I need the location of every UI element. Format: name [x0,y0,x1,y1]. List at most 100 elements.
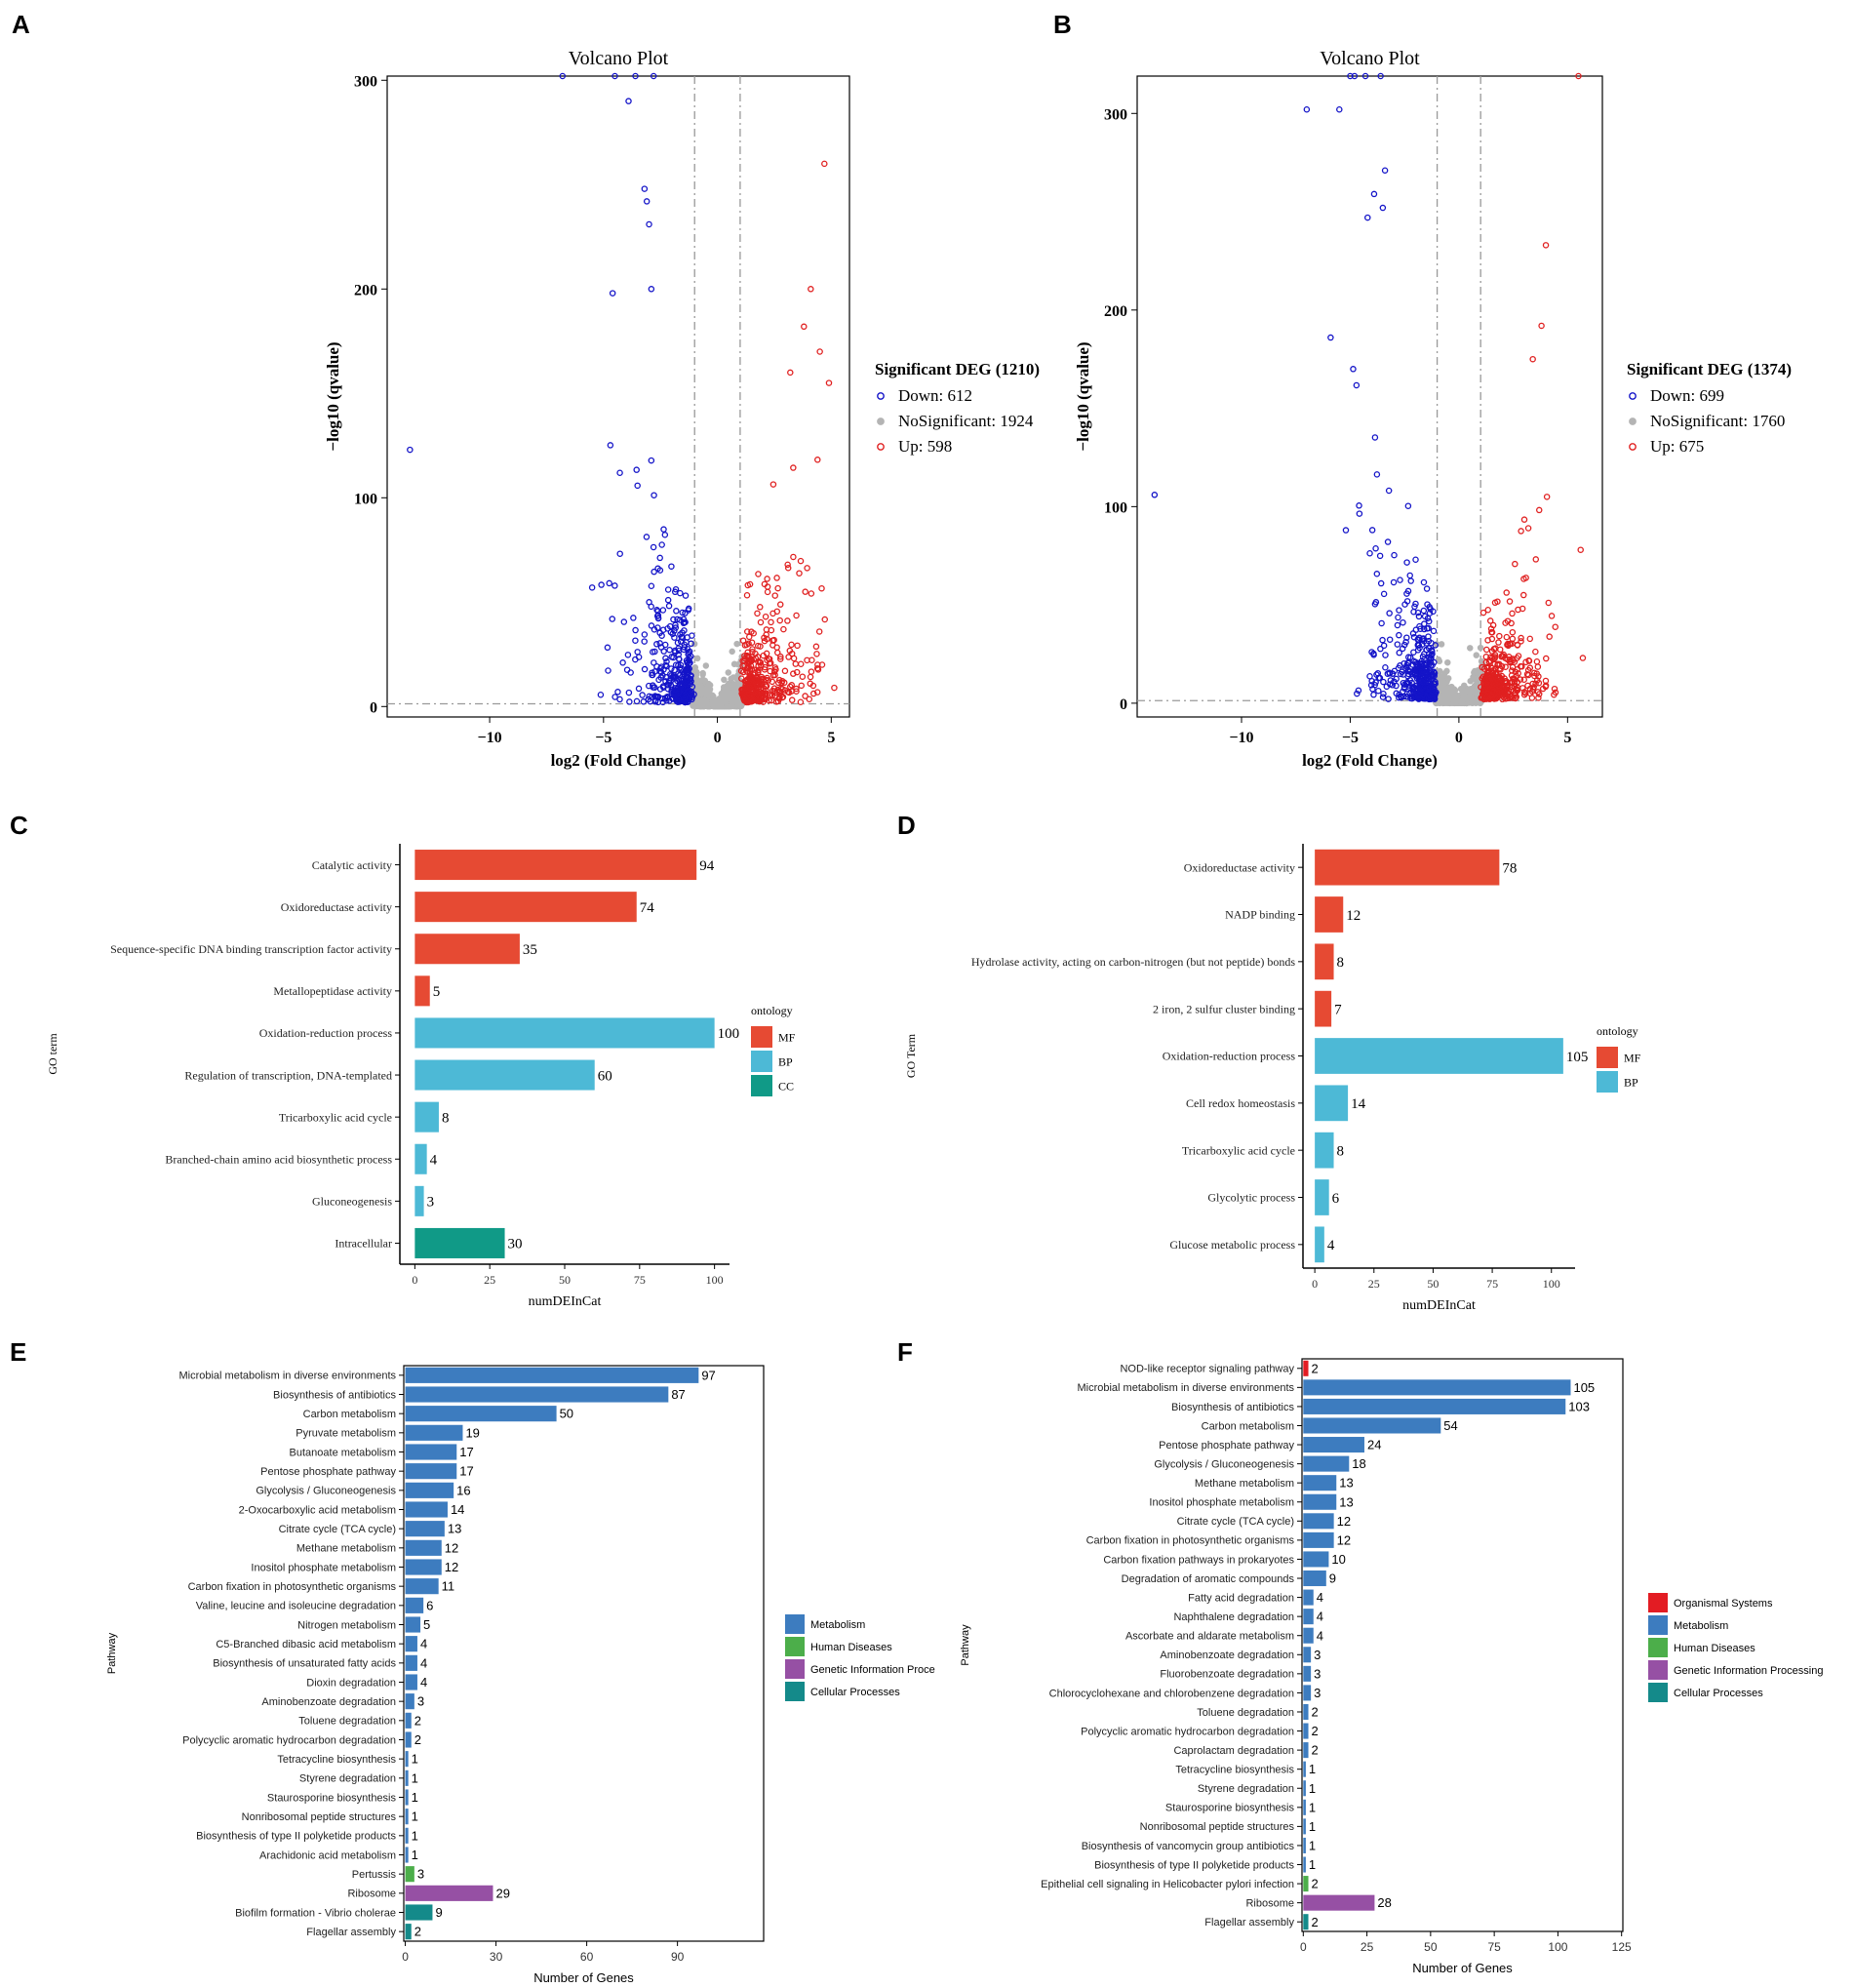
data-point [793,612,800,619]
data-point [650,543,657,551]
category-label: Toluene degradation [298,1716,396,1728]
bar [405,1463,457,1480]
data-point [1524,525,1532,532]
category-label: Staurosporine biosynthesis [267,1792,397,1804]
data-point [655,676,662,684]
data-point [660,666,667,673]
data-point [1400,618,1406,626]
value-label: 18 [1352,1456,1365,1471]
data-point [1415,613,1423,620]
data-point [1548,613,1556,619]
value-label: 50 [560,1407,573,1421]
data-point [671,627,678,634]
legend-swatch [1648,1593,1668,1612]
data-point [1518,634,1524,642]
x-tick-label: 125 [1612,1940,1632,1954]
data-point [790,464,797,471]
data-point [781,667,789,675]
data-point [1393,690,1400,697]
value-label: 60 [598,1068,612,1084]
data-point [1419,653,1427,660]
data-point [769,678,776,686]
data-point [654,624,661,631]
x-tick-label: 75 [1487,1940,1501,1954]
data-point [1386,610,1393,616]
bar [1315,896,1344,933]
x-tick-label: 0 [1300,1940,1307,1954]
data-point [757,682,764,689]
y-tick-label: 200 [1104,303,1127,320]
category-label: Toluene degradation [1197,1707,1294,1719]
category-label: Oxidation-reduction process [1163,1050,1296,1063]
data-point [671,687,679,694]
value-label: 8 [1337,1143,1345,1159]
legend-swatch [751,1026,772,1048]
data-point [692,700,700,707]
data-point [1373,571,1381,577]
data-point [1336,106,1343,113]
data-point [1437,686,1444,694]
bar-chart-f: NOD-like receptor signaling pathway 2 Micr… [960,1358,1823,1975]
value-label: 4 [430,1153,438,1169]
data-point [776,676,783,684]
category-label: Polycyclic aromatic hydrocarbon degradat… [1081,1726,1294,1737]
category-label: Biofilm formation - Vibrio cholerae [235,1907,396,1919]
data-point [755,666,762,674]
data-point [678,633,685,641]
data-point [660,648,667,655]
category-label: 2 iron, 2 sulfur cluster binding [1153,1002,1295,1015]
x-axis-label: log2 (Fold Change) [551,751,687,770]
data-point [1509,640,1516,647]
y-tick-label: 300 [354,73,377,90]
data-point [1389,682,1397,689]
data-point [648,286,655,293]
data-point [1406,684,1413,691]
data-point [799,673,807,680]
bar [405,1654,417,1671]
category-label: C5-Branched dibasic acid metabolism [216,1639,396,1650]
data-point [609,290,616,297]
bar [1303,1665,1312,1682]
data-point [1546,633,1553,640]
bar [1315,1038,1563,1074]
category-label: Cell redox homeostasis [1186,1096,1295,1110]
data-point [831,684,838,692]
data-point [693,655,701,662]
data-point [774,584,781,592]
data-point [768,626,775,634]
data-point [1460,695,1468,702]
data-point [685,651,691,658]
value-label: 13 [1339,1494,1353,1509]
x-tick-label: 75 [1486,1277,1498,1291]
data-point [691,664,699,671]
bar [1303,1417,1441,1434]
legend-item: CC [778,1079,794,1093]
y-tick-label: 300 [1104,106,1127,123]
data-point [701,677,709,685]
data-point [1579,655,1587,661]
data-point [1376,674,1384,682]
category-label: Biosynthesis of type II polyketide produ… [1094,1859,1294,1871]
value-label: 1 [1309,1819,1316,1834]
data-point [1496,646,1504,654]
data-point [632,637,639,644]
data-point [667,675,675,682]
data-point [1543,494,1551,500]
data-point [1442,699,1449,706]
bar [1303,1685,1312,1701]
legend-item: Organismal Systems [1674,1598,1773,1610]
value-label: 14 [1351,1096,1366,1112]
data-point [1522,575,1529,581]
category-label: Microbial metabolism in diverse environm… [178,1371,396,1382]
data-point [1412,658,1419,665]
value-label: 12 [445,1560,458,1574]
data-point [620,618,628,625]
bar [414,1101,439,1133]
data-point [659,607,667,614]
panel-letter-e: E [10,1337,26,1367]
data-point [1473,652,1480,658]
data-point [1342,527,1350,534]
bar [405,1578,439,1595]
data-point [1490,646,1498,653]
